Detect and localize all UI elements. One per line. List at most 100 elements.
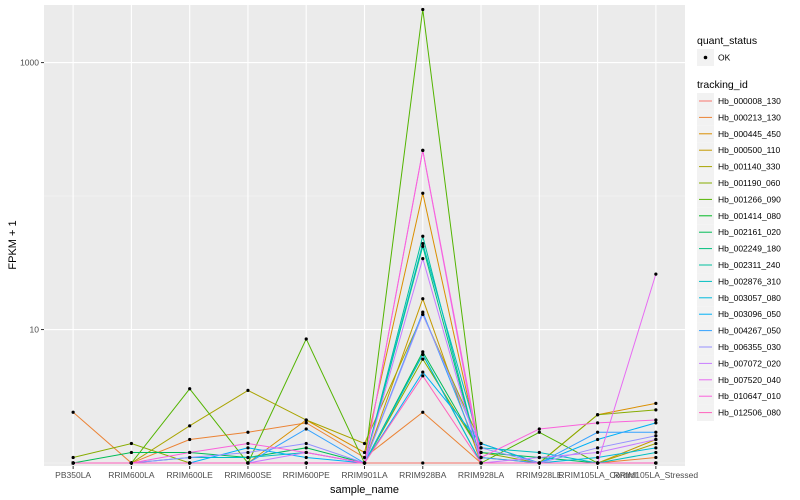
legend-label-Hb_007072_020: Hb_007072_020 xyxy=(718,358,781,368)
data-point xyxy=(304,421,308,425)
data-point xyxy=(421,148,425,152)
data-point xyxy=(654,408,658,412)
data-point xyxy=(246,461,250,465)
data-point xyxy=(246,388,250,393)
data-point xyxy=(595,455,600,460)
data-point xyxy=(595,413,600,417)
data-point xyxy=(421,191,425,195)
data-point xyxy=(188,437,192,442)
data-point xyxy=(654,434,658,438)
data-point xyxy=(479,446,483,450)
x-tick-label: RRIM600LA xyxy=(108,470,155,480)
x-axis-title: sample_name xyxy=(330,484,399,496)
legend-label-quant-status: OK xyxy=(718,53,731,63)
x-axis: PB350LA RRIM600LA RRIM600LE RRIM600SE RRIM60… xyxy=(55,466,698,480)
data-point xyxy=(421,310,425,314)
data-point xyxy=(654,418,658,422)
data-point xyxy=(654,455,658,460)
data-point xyxy=(188,461,192,465)
x-tick-label: RRIM600PE xyxy=(283,470,331,480)
data-point xyxy=(129,450,134,455)
legend-label-Hb_003096_050: Hb_003096_050 xyxy=(718,309,781,319)
data-point xyxy=(537,430,541,434)
data-point xyxy=(421,350,425,354)
data-point xyxy=(304,450,308,455)
data-point xyxy=(188,455,192,460)
x-tick-label: PB350LA xyxy=(55,470,91,480)
y-tick-label: 1000 xyxy=(20,58,39,68)
x-tick-label: RRIM105LA_Stressed xyxy=(614,470,699,480)
data-point xyxy=(246,430,250,434)
x-tick-label: RRIM105LA_Control xyxy=(558,470,637,480)
data-point xyxy=(479,450,483,455)
data-point xyxy=(479,455,483,460)
y-axis-title: FPKM + 1 xyxy=(7,220,19,269)
data-point xyxy=(595,446,600,450)
legend-label-Hb_000500_110: Hb_000500_110 xyxy=(718,145,781,155)
data-point xyxy=(71,455,75,460)
data-point xyxy=(304,441,308,446)
legend-label-Hb_003057_080: Hb_003057_080 xyxy=(718,293,781,303)
legend-title-quant-status: quant_status xyxy=(697,35,757,47)
data-point xyxy=(654,446,658,450)
legend-label-Hb_001140_330: Hb_001140_330 xyxy=(718,162,781,172)
data-point xyxy=(654,437,658,442)
legend-label-Hb_000213_130: Hb_000213_130 xyxy=(718,112,781,122)
legend-key-point xyxy=(703,55,708,60)
data-point xyxy=(362,450,367,455)
data-point xyxy=(304,427,308,431)
data-point xyxy=(304,418,308,422)
data-point xyxy=(188,387,192,391)
data-point xyxy=(246,450,250,455)
data-point xyxy=(421,7,425,12)
data-point xyxy=(654,421,658,425)
data-point xyxy=(129,441,134,446)
quant-status-entries: OK xyxy=(697,49,731,66)
data-point xyxy=(421,257,425,261)
data-point xyxy=(362,441,367,446)
data-point xyxy=(654,401,658,405)
data-point xyxy=(595,461,600,465)
legend-label-Hb_001190_060: Hb_001190_060 xyxy=(718,178,781,188)
data-point xyxy=(362,461,367,465)
data-point xyxy=(479,441,483,446)
data-point xyxy=(188,450,192,455)
legend-label-Hb_002249_180: Hb_002249_180 xyxy=(718,244,781,254)
legend-label-Hb_002876_310: Hb_002876_310 xyxy=(718,276,781,286)
data-point xyxy=(71,461,75,465)
data-point xyxy=(537,427,541,431)
data-point xyxy=(595,421,600,425)
data-point xyxy=(421,352,425,357)
data-point xyxy=(654,461,658,465)
data-point xyxy=(421,374,425,378)
legend-label-Hb_001414_080: Hb_001414_080 xyxy=(718,211,781,221)
x-tick-label: RRIM901LA xyxy=(341,470,388,480)
data-point xyxy=(71,410,75,414)
legend-label-Hb_000445_450: Hb_000445_450 xyxy=(718,129,781,139)
data-point xyxy=(129,461,134,465)
data-point xyxy=(304,446,308,450)
data-point xyxy=(654,450,658,455)
x-tick-label: RRIM928LA xyxy=(458,470,505,480)
legend-label-Hb_004267_050: Hb_004267_050 xyxy=(718,326,781,336)
data-point xyxy=(654,430,658,434)
data-point xyxy=(304,455,308,460)
data-point xyxy=(654,272,658,276)
data-point xyxy=(421,234,425,238)
legend-label-Hb_010647_010: Hb_010647_010 xyxy=(718,391,781,401)
data-point xyxy=(421,242,425,246)
data-point xyxy=(421,297,425,301)
data-point xyxy=(421,461,425,465)
data-point xyxy=(421,370,425,374)
legend-entries: Hb_000008_130 Hb_000213_130 Hb_000445_450 H… xyxy=(697,93,781,421)
data-point xyxy=(304,461,308,465)
legend-label-Hb_002161_020: Hb_002161_020 xyxy=(718,227,781,237)
x-tick-label: RRIM600SE xyxy=(224,470,272,480)
data-point xyxy=(537,461,541,465)
data-point xyxy=(188,424,192,428)
legend-label-Hb_007520_040: Hb_007520_040 xyxy=(718,375,781,385)
data-point xyxy=(537,450,541,455)
y-axis: 10 1000 xyxy=(20,58,44,335)
data-point xyxy=(304,337,308,341)
